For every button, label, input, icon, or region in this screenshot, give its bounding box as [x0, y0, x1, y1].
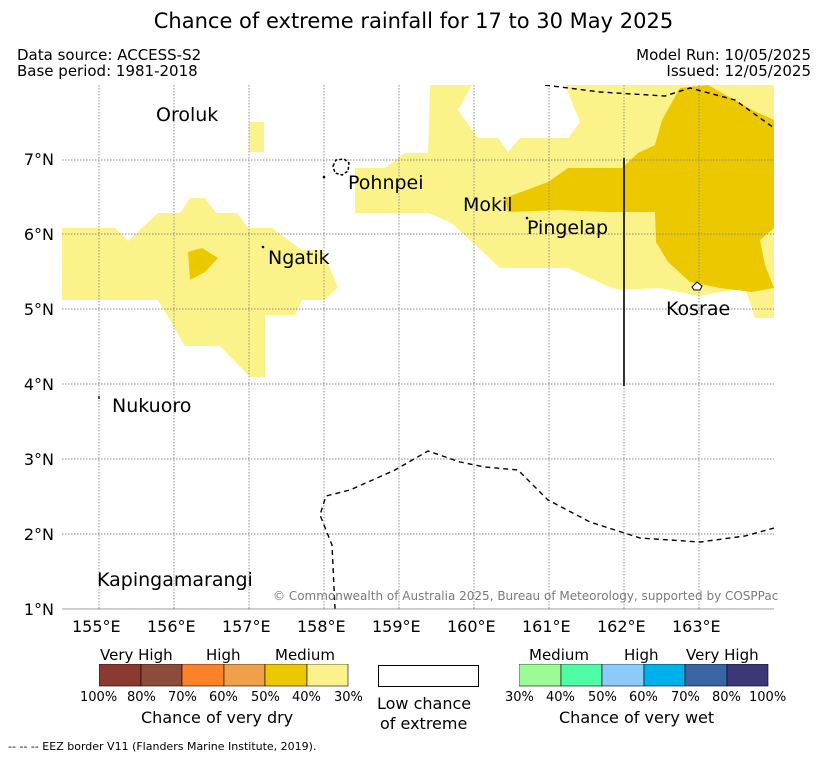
wet-colorbar — [519, 664, 769, 687]
dry-pct-40: 40% — [292, 690, 321, 705]
map-title: Chance of extreme rainfall for 17 to 30 … — [153, 9, 674, 33]
label-pingelap: Pingelap — [527, 217, 609, 239]
lat-tick-1: 1°N — [23, 600, 54, 619]
low-chance-swatch — [378, 665, 479, 687]
wet-50-60-region — [188, 85, 774, 292]
eez-footnote: -- -- -- EEZ border V11 (Flanders Marine… — [8, 740, 317, 753]
dry-pct-60: 60% — [209, 690, 238, 705]
model-run-label: Model Run: 10/05/2025 — [636, 46, 811, 64]
copyright-notice: © Commonwealth of Australia 2025, Bureau… — [273, 589, 779, 603]
wet-caption: Chance of very wet — [559, 708, 715, 727]
dry-pct-30: 30% — [334, 690, 363, 705]
lon-tick-162: 162°E — [597, 617, 646, 636]
label-kosrae: Kosrae — [666, 298, 731, 320]
dry-swatch-30-40 — [306, 664, 349, 687]
dry-pct-100: 100% — [80, 690, 118, 705]
base-period-label: Base period: 1981-2018 — [17, 62, 198, 80]
lon-tick-159: 159°E — [372, 617, 421, 636]
dry-heading-very-high: Very High — [100, 646, 173, 664]
lat-tick-7: 7°N — [23, 150, 54, 169]
wet-pct-40: 40% — [546, 690, 575, 705]
dry-swatch-70-80 — [140, 664, 183, 687]
label-kapingamarangi: Kapingamarangi — [97, 569, 253, 591]
low-caption-line1: Low chance — [377, 694, 472, 713]
wet-swatch-30-40 — [519, 664, 562, 687]
wet-heading-medium: Medium — [529, 646, 589, 664]
pohnpei-island — [332, 158, 350, 176]
wet-pct-100: 100% — [749, 690, 787, 705]
label-ngatik: Ngatik — [268, 247, 330, 269]
lat-tick-4: 4°N — [23, 375, 54, 394]
lon-tick-161: 161°E — [522, 617, 571, 636]
data-source-label: Data source: ACCESS-S2 — [17, 46, 202, 64]
wet-swatch-50-60 — [601, 664, 645, 687]
dry-pct-70: 70% — [168, 690, 197, 705]
dry-caption: Chance of very dry — [141, 708, 294, 727]
dry-heading-medium: Medium — [275, 646, 335, 664]
wet-swatch-70-80 — [684, 664, 728, 687]
dry-swatch-60-70 — [181, 664, 225, 687]
wet-heading-high: High — [624, 646, 659, 664]
issued-label: Issued: 12/05/2025 — [666, 62, 811, 80]
lat-tick-5: 5°N — [23, 300, 54, 319]
dry-pct-50: 50% — [251, 690, 280, 705]
wet-swatch-80-100 — [726, 664, 769, 687]
dry-colorbar — [99, 664, 349, 687]
island-outlines — [98, 158, 703, 399]
lat-tick-6: 6°N — [23, 225, 54, 244]
label-pohnpei: Pohnpei — [348, 172, 424, 194]
wet-pct-70: 70% — [671, 690, 700, 705]
wet-pct-50: 50% — [588, 690, 617, 705]
lat-tick-2: 2°N — [23, 525, 54, 544]
kosrae-island — [691, 281, 703, 291]
lon-tick-158: 158°E — [297, 617, 346, 636]
dry-swatch-80-100 — [99, 664, 142, 687]
lon-tick-160: 160°E — [447, 617, 496, 636]
dry-swatch-50-60 — [223, 664, 266, 687]
lon-tick-163: 163°E — [672, 617, 721, 636]
low-caption-line2: of extreme — [380, 714, 468, 733]
eez-border — [319, 85, 774, 609]
dry-pct-80: 80% — [127, 690, 156, 705]
label-mokil: Mokil — [463, 194, 513, 216]
wet-pct-80: 80% — [712, 690, 741, 705]
lat-tick-3: 3°N — [23, 450, 54, 469]
wet-pct-60: 60% — [629, 690, 658, 705]
lon-tick-157: 157°E — [222, 617, 271, 636]
label-nukuoro: Nukuoro — [112, 395, 192, 417]
label-oroluk: Oroluk — [156, 104, 219, 126]
wet-heading-very-high: Very High — [686, 646, 759, 664]
lon-tick-156: 156°E — [147, 617, 196, 636]
wet-pct-30: 30% — [505, 690, 534, 705]
wet-swatch-40-50 — [560, 664, 603, 687]
dry-swatch-40-50 — [264, 664, 308, 687]
dry-heading-high: High — [206, 646, 241, 664]
wet-swatch-60-70 — [643, 664, 686, 687]
lon-tick-155: 155°E — [72, 617, 121, 636]
